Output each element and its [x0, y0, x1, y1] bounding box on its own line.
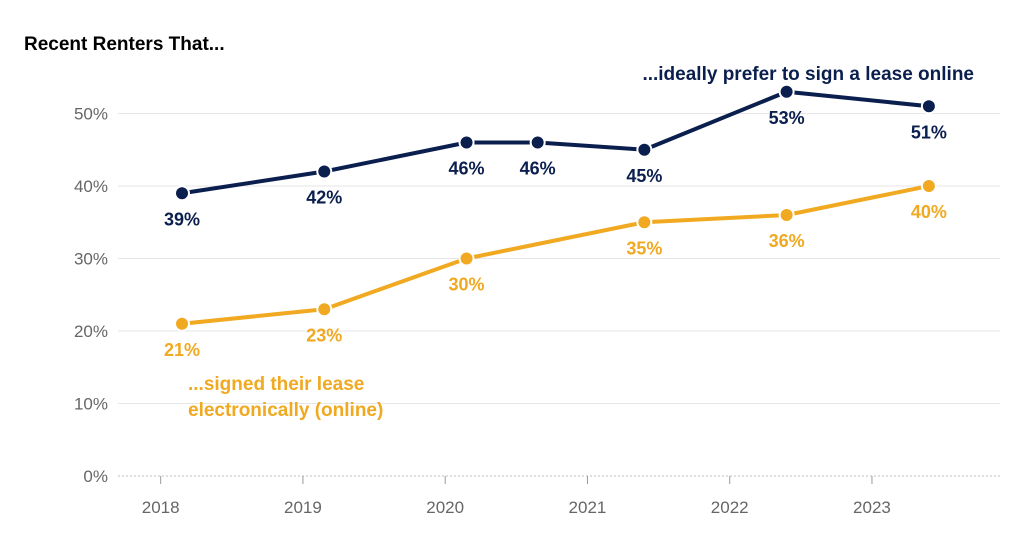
series-annotation: electronically (online)	[188, 400, 383, 421]
data-label: 51%	[911, 122, 947, 142]
data-label: 30%	[449, 275, 485, 295]
y-tick-label: 40%	[74, 177, 108, 196]
data-label: 46%	[449, 159, 485, 179]
y-tick-label: 10%	[74, 395, 108, 414]
y-tick-label: 20%	[74, 322, 108, 341]
data-point	[920, 178, 937, 194]
data-point	[636, 141, 653, 158]
y-tick-label: 0%	[83, 467, 108, 486]
data-point	[636, 214, 653, 231]
x-tick-label: 2018	[142, 498, 180, 517]
data-point	[174, 315, 191, 332]
x-tick-label: 2023	[853, 498, 891, 517]
data-point	[529, 134, 546, 151]
x-tick-label: 2019	[284, 498, 322, 517]
data-label: 39%	[164, 209, 200, 229]
data-point	[458, 250, 475, 267]
x-tick-label: 2022	[711, 498, 749, 517]
data-label: 35%	[626, 238, 662, 258]
chart-title: Recent Renters That...	[24, 34, 225, 55]
data-label: 46%	[520, 159, 556, 179]
data-point	[174, 185, 191, 202]
x-tick-label: 2021	[569, 498, 607, 517]
data-label: 21%	[164, 340, 200, 360]
data-label: 53%	[769, 108, 805, 128]
data-point	[920, 98, 937, 115]
data-label: 40%	[911, 202, 947, 222]
x-tick-label: 2020	[426, 498, 464, 517]
data-label: 36%	[769, 231, 805, 251]
data-label: 42%	[306, 188, 342, 208]
series-line-1	[180, 184, 931, 326]
data-point	[316, 163, 333, 180]
y-tick-label: 50%	[74, 105, 108, 124]
data-point	[778, 207, 795, 223]
y-tick-label: 30%	[74, 250, 108, 269]
data-label: 23%	[306, 325, 342, 345]
series-annotation: ...signed their lease	[188, 374, 364, 395]
data-label: 45%	[626, 166, 662, 186]
data-point	[778, 83, 795, 100]
data-point	[458, 134, 475, 151]
data-point	[316, 301, 333, 318]
series-annotation: ...ideally prefer to sign a lease online	[642, 64, 974, 85]
